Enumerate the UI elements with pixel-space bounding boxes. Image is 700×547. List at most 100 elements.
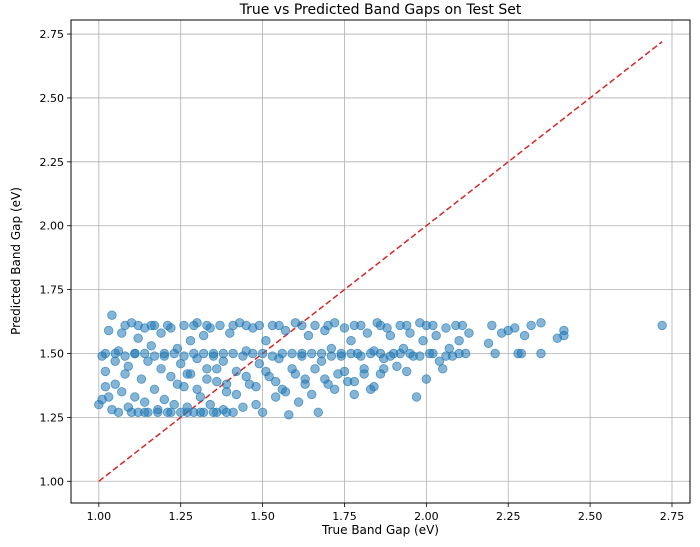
data-point (221, 379, 232, 389)
data-point (166, 371, 176, 382)
data-point (257, 407, 268, 417)
data-point (110, 379, 120, 389)
data-point (519, 330, 530, 341)
plot-frame (70, 19, 691, 504)
chart-title: True vs Predicted Band Gaps on Test Set (239, 2, 522, 18)
data-point (536, 348, 546, 359)
data-point (202, 374, 212, 384)
data-point (228, 320, 238, 331)
data-point (202, 364, 212, 374)
data-point (421, 320, 432, 331)
data-point (254, 320, 265, 331)
data-point (133, 333, 143, 343)
data-point (280, 387, 291, 397)
data-point (310, 320, 320, 331)
data-point (254, 359, 265, 369)
data-point (287, 348, 297, 359)
data-point (212, 376, 222, 387)
data-point (418, 336, 428, 346)
data-point (238, 402, 248, 412)
data-points (94, 310, 667, 420)
data-point (339, 366, 350, 377)
data-point (487, 320, 497, 331)
data-point (130, 392, 140, 402)
data-point (139, 348, 150, 359)
data-point (454, 336, 464, 346)
data-point (402, 320, 412, 331)
x-tick-label: 2.75 (660, 510, 685, 523)
data-point (385, 351, 396, 361)
y-tick-label: 1.50 (40, 348, 65, 361)
data-point (228, 348, 238, 359)
data-point (221, 407, 232, 417)
data-point (307, 348, 317, 359)
data-point (117, 387, 127, 397)
data-point (248, 348, 258, 359)
data-point (356, 351, 366, 361)
data-point (526, 320, 536, 331)
data-point (274, 320, 284, 331)
data-point (189, 320, 199, 331)
data-point (198, 348, 209, 359)
data-point (359, 369, 369, 379)
data-point (329, 384, 340, 394)
data-point (657, 320, 667, 331)
data-point (218, 348, 228, 359)
data-point (313, 407, 323, 417)
data-point (130, 348, 140, 359)
data-point (195, 407, 206, 417)
data-point (464, 328, 474, 338)
data-point (169, 348, 179, 359)
data-point (162, 320, 173, 331)
data-point (110, 348, 120, 359)
data-point (139, 397, 150, 407)
data-point (208, 351, 219, 361)
data-point (411, 392, 422, 402)
data-point (349, 376, 359, 387)
data-point (365, 348, 376, 359)
data-point (159, 394, 170, 405)
data-point (270, 376, 281, 387)
data-point (257, 348, 268, 359)
y-tick-label: 2.25 (40, 156, 65, 169)
data-point (415, 351, 425, 361)
data-point (149, 351, 160, 361)
data-point (402, 366, 412, 377)
data-point (536, 318, 546, 328)
data-point (103, 325, 114, 336)
x-tick-label: 2.00 (414, 510, 439, 523)
data-point (277, 348, 287, 359)
x-tick-label: 2.25 (496, 510, 521, 523)
data-point (179, 320, 189, 331)
data-point (123, 361, 134, 371)
x-tick-label: 1.50 (250, 510, 275, 523)
data-point (490, 348, 500, 359)
data-point (251, 399, 261, 410)
data-point (375, 348, 386, 359)
data-point (231, 389, 242, 400)
data-point (120, 351, 130, 361)
data-point (185, 336, 196, 346)
data-point (405, 348, 415, 359)
data-point (323, 320, 333, 331)
y-tick-label: 1.25 (40, 411, 65, 424)
data-point (215, 320, 225, 331)
data-point (136, 374, 147, 384)
data-point (441, 351, 451, 361)
data-point (270, 392, 281, 402)
data-point (346, 348, 356, 359)
data-point (212, 364, 222, 374)
data-point (385, 330, 396, 341)
data-point (153, 407, 163, 417)
data-point (510, 323, 520, 333)
data-point (280, 325, 291, 336)
data-point (431, 330, 441, 341)
data-point (297, 351, 307, 361)
data-point (379, 364, 389, 374)
data-point (251, 382, 261, 392)
data-point (290, 369, 301, 379)
data-point (241, 371, 251, 382)
data-point (182, 407, 192, 417)
data-point (146, 341, 156, 351)
